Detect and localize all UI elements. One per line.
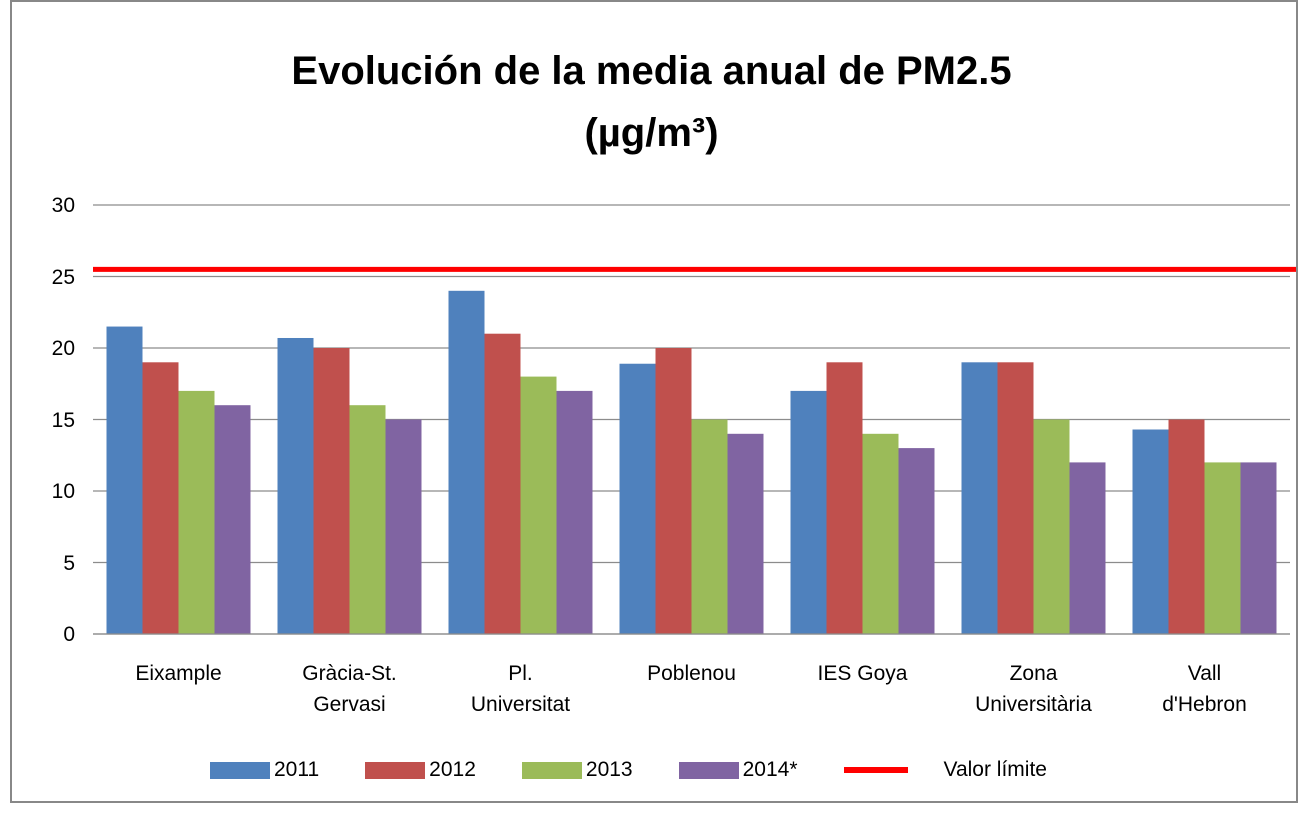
x-tick-label: Eixample	[135, 662, 222, 685]
x-tick-label: Poblenou	[647, 662, 736, 685]
legend: 2011 2012 2013 2014* Valor límite	[0, 758, 1303, 782]
legend-swatch	[521, 761, 582, 779]
bar	[1033, 419, 1070, 634]
legend-label: Valor límite	[943, 758, 1047, 781]
legend-item: 2012	[365, 758, 476, 782]
bar	[961, 362, 998, 634]
x-tick-label: Vall d'Hebron	[1162, 662, 1247, 716]
bar	[727, 433, 764, 634]
y-tick-label: 5	[63, 551, 75, 575]
bar	[997, 362, 1034, 634]
legend-item: 2011	[210, 758, 319, 782]
bar	[142, 362, 179, 634]
y-tick-label: 10	[51, 480, 75, 503]
bar	[214, 405, 251, 634]
legend-item: 2014*	[678, 758, 798, 782]
bar	[790, 390, 827, 634]
y-tick-label: 15	[51, 408, 75, 432]
bar	[1240, 462, 1277, 634]
bar	[619, 363, 656, 634]
bar	[448, 290, 485, 634]
legend-item: 2013	[521, 758, 633, 782]
legend-label: 2013	[585, 758, 633, 781]
legend-label: 2014*	[742, 758, 798, 781]
y-tick-label: 25	[51, 265, 75, 289]
bar	[862, 433, 899, 634]
bar	[349, 405, 386, 634]
legend-swatch	[210, 761, 270, 779]
bar	[826, 362, 863, 634]
bar	[178, 390, 215, 634]
bar	[520, 376, 557, 634]
bar	[1204, 462, 1241, 634]
legend-item: Valor límite	[843, 758, 1047, 782]
bar	[1069, 462, 1106, 634]
x-tick-label: Pl. Universitat	[470, 662, 571, 716]
x-tick-label: Zona Universitària	[975, 662, 1092, 716]
chart-title: Evolución de la media anual de PM2.5 (µg…	[291, 49, 1012, 155]
bar	[556, 390, 593, 634]
legend-line	[843, 767, 908, 773]
y-tick-label: 0	[63, 623, 75, 646]
bar	[106, 326, 143, 634]
bar	[385, 419, 422, 634]
legend-swatch	[365, 761, 426, 779]
bar	[313, 348, 350, 634]
y-tick-label: 20	[51, 337, 75, 360]
legend-swatch	[678, 761, 739, 779]
chart-border	[10, 0, 1298, 803]
y-tick-label: 30	[51, 194, 75, 217]
bar	[1168, 419, 1205, 634]
bar	[484, 333, 521, 634]
bar	[655, 348, 692, 634]
bar	[1132, 429, 1169, 634]
bar	[898, 448, 935, 634]
bar	[277, 337, 314, 634]
x-tick-label: Gràcia-St. Gervasi	[302, 662, 397, 716]
legend-label: 2011	[274, 758, 320, 781]
bar	[691, 419, 728, 634]
legend-label: 2012	[429, 758, 476, 781]
x-tick-label: IES Goya	[817, 662, 908, 685]
